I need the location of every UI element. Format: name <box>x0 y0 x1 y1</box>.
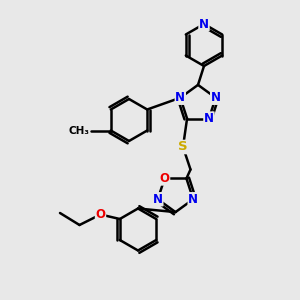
Text: O: O <box>160 172 170 185</box>
Text: N: N <box>204 112 214 125</box>
Text: N: N <box>175 91 185 104</box>
Text: N: N <box>188 193 198 206</box>
Text: S: S <box>178 140 188 154</box>
Text: CH₃: CH₃ <box>69 125 90 136</box>
Text: O: O <box>95 208 106 221</box>
Text: N: N <box>199 17 209 31</box>
Text: N: N <box>211 91 221 104</box>
Text: N: N <box>153 193 163 206</box>
